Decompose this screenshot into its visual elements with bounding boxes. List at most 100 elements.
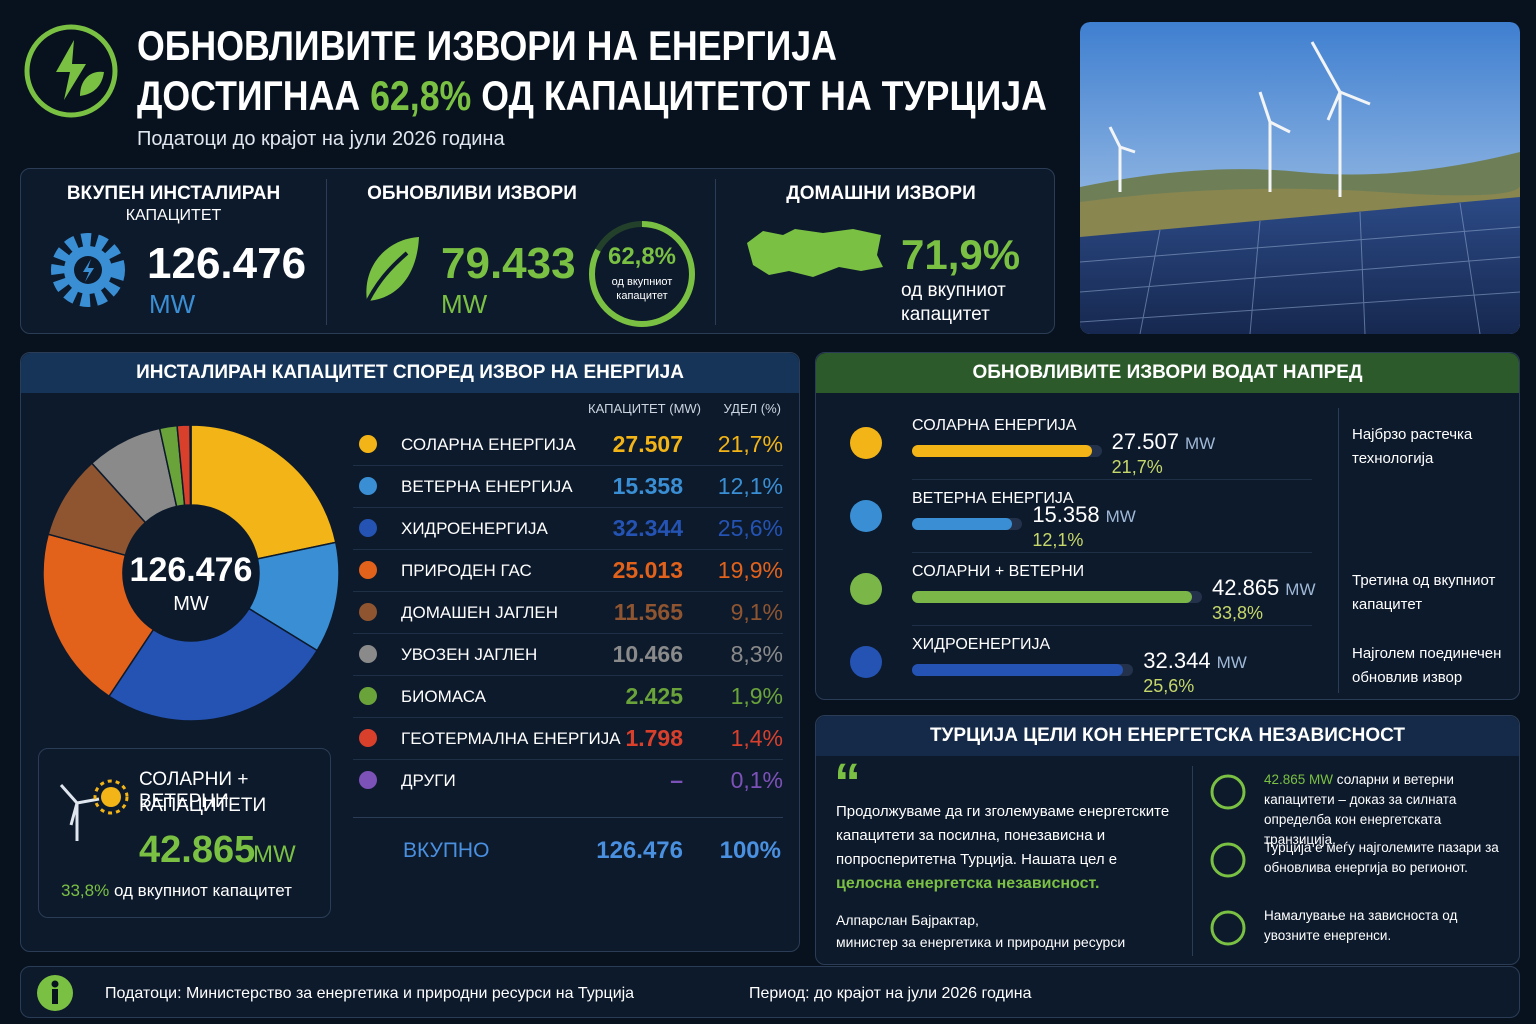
combined-box: СОЛАРНИ + ВЕТЕРНИ КАПАЦИТЕТИ 42.865 MW 3… [38, 748, 331, 918]
quote-mark: “ [834, 753, 861, 813]
quote-text: Продолжуваме да ги зголемуваме енергетск… [836, 803, 1170, 868]
row-icon [359, 687, 377, 705]
value: 27.507 [1111, 429, 1179, 454]
item-share: 12,1% [1032, 530, 1084, 550]
donut-segment [107, 607, 319, 722]
row-icon [359, 477, 377, 495]
row-icon-shape [359, 729, 377, 747]
leaf-icon [363, 237, 419, 308]
col-header: КАПАЦИТЕТ (MW) [588, 401, 701, 416]
footer-period: Период: до крајот на јули 2026 година [749, 985, 1032, 1002]
item-icon-shape [850, 646, 882, 678]
item-divider [912, 625, 1312, 626]
donut-center-value: 126.476 [129, 551, 253, 589]
footer: Податоци: Министерство за енергетика и п… [20, 966, 1520, 1018]
row-name: ДРУГИ [401, 771, 456, 790]
row-share: 1,4% [730, 725, 783, 751]
item-icon-shape [850, 427, 882, 459]
independence-panel: ТУРЦИЈА ЦЕЛИ КОН ЕНЕРГЕТСКА НЕЗАВИСНОСТ … [815, 715, 1520, 965]
kpi-label: КАПАЦИТЕТ [125, 207, 222, 224]
row-capacity: 25.013 [612, 557, 683, 583]
item-value: 15.358 MW [1032, 502, 1136, 528]
bar [912, 664, 1124, 676]
bullet-icon-shape [1210, 842, 1246, 878]
row-icon-shape [359, 645, 377, 663]
ring [589, 221, 695, 327]
title-part: ОД КАПАЦИТЕТОТ НА ТУРЦИЈА [481, 72, 1047, 119]
bullet-icon-shape [1210, 774, 1246, 810]
row-name: ПРИРОДЕН ГАС [401, 561, 532, 580]
gear-icon [51, 233, 125, 307]
bullet-text: Турција е меѓу најголемите пазари за обн… [1264, 840, 1499, 875]
row-name: СОЛАРНА ЕНЕРГИЈА [401, 435, 576, 454]
row-icon-shape [359, 435, 377, 453]
kpi-value: 71,9% [901, 231, 1021, 278]
bar [912, 445, 1092, 457]
row-name: ДОМАШЕН ЈАГЛЕН [401, 603, 559, 622]
item-icon [850, 573, 882, 605]
row-capacity: 32.344 [612, 515, 683, 541]
bullet-highlight: 42.865 MW [1264, 772, 1334, 787]
row-divider [353, 717, 783, 718]
combined-unit: MW [253, 841, 296, 868]
row-icon-shape [359, 603, 377, 621]
bullet-icon [1210, 842, 1246, 878]
item-share: 21,7% [1111, 457, 1163, 477]
item-divider [912, 552, 1312, 553]
panel-title: ОБНОВЛИВИТЕ ИЗВОРИ ВОДАТ НАПРЕД [816, 353, 1519, 393]
row-icon [359, 519, 377, 537]
donut-segment [189, 424, 192, 506]
row-icon [359, 435, 377, 453]
row-divider [353, 633, 783, 634]
item-icon-shape [850, 500, 882, 532]
value: 42.865 [1212, 575, 1280, 600]
item-value: 27.507 MW [1112, 429, 1216, 455]
item-share: 25,6% [1143, 676, 1195, 696]
item-name: СОЛАРНА ЕНЕРГИЈА [912, 417, 1077, 434]
author: Алпарслан Бајрактар, [836, 912, 979, 928]
row-icon-shape [359, 771, 377, 789]
row-name: УВОЗЕН ЈАГЛЕН [401, 645, 538, 664]
title-line1: ОБНОВЛИВИТЕ ИЗВОРИ НА ЕНЕРГИЈА [137, 22, 837, 69]
row-divider [353, 465, 783, 466]
subtitle: Податоци до крајот на јули 2026 година [137, 128, 505, 150]
combined-title: СОЛАРНИ + ВЕТЕРНИ [139, 769, 249, 812]
share-text: од вкупниот капацитет [113, 881, 292, 900]
panel-title: ТУРЦИЈА ЦЕЛИ КОН ЕНЕРГЕТСКА НЕЗАВИСНОСТ [816, 716, 1519, 756]
row-divider [353, 759, 783, 760]
total-name: ВКУПНО [403, 839, 490, 862]
source-table: СОЛАРНА ЕНЕРГИЈА 27.507 21,7% ВЕТЕРНА ЕНЕРГ… [353, 425, 783, 815]
bullet-icon [1210, 910, 1246, 946]
row-name: ХИДРОЕНЕРГИЈА [401, 519, 548, 538]
row-capacity: 27.507 [612, 431, 683, 457]
title-line2: ДОСТИГНАА 62,8% ОД КАПАЦИТЕТОТ НА ТУРЦИЈ… [137, 72, 1047, 120]
title-highlight: 62,8% [370, 72, 472, 119]
bullet: Намалување на зависноста од увозните ене… [1264, 906, 1512, 946]
title-part: ДОСТИГНАА [137, 72, 361, 119]
kpi-text: од вкупниот капацитет [901, 280, 1006, 325]
item-share: 33,8% [1212, 603, 1264, 623]
item-icon [850, 500, 882, 532]
row-capacity: 15.358 [612, 473, 683, 499]
kpi-unit: MW [149, 289, 196, 319]
combined-share: 33,8% од вкупниот капацитет [61, 881, 292, 901]
item-name: СОЛАРНИ + ВЕТЕРНИ [912, 563, 1085, 580]
logo [24, 24, 118, 118]
share-value: 33,8% [61, 881, 110, 900]
photo [1080, 22, 1520, 334]
bullet: Турција е меѓу најголемите пазари за обн… [1264, 838, 1512, 878]
donut-chart [42, 424, 340, 722]
row-share: 21,7% [717, 431, 783, 457]
item-icon-shape [850, 573, 882, 605]
panel-title: ИНСТАЛИРАН КАПАЦИТЕТ СПОРЕД ИЗВОР НА ЕНЕ… [21, 353, 799, 393]
bullet: 42.865 MW соларни и ветерни капацитети –… [1264, 770, 1512, 850]
row-name: ВЕТЕРНА ЕНЕРГИЈА [401, 477, 573, 496]
donut-segment [42, 533, 155, 698]
total-share: 100% [719, 837, 781, 864]
leaders-panel: ОБНОВЛИВИТЕ ИЗВОРИ ВОДАТ НАПРЕД СОЛАРНА … [815, 352, 1520, 700]
row-share: 1,9% [730, 683, 783, 709]
map-icon [747, 229, 883, 277]
kpi-label: ВКУПЕН ИНСТАЛИРАН [66, 183, 281, 204]
kpi-panel: ВКУПЕН ИНСТАЛИРАН КАПАЦИТЕТ 126.476 MW О… [20, 168, 1055, 334]
row-share: 8,3% [730, 641, 783, 667]
